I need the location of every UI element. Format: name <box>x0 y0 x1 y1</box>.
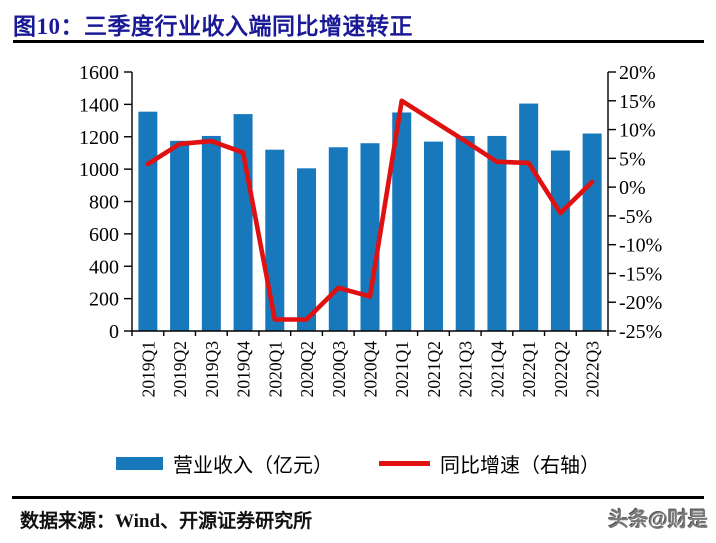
right-axis-label: -20% <box>619 292 662 314</box>
x-axis-label: 2021Q3 <box>456 341 476 398</box>
left-axis-label: 1600 <box>79 62 119 84</box>
revenue-bar <box>582 133 602 331</box>
yoy-growth-line <box>145 98 595 322</box>
footer-divider <box>12 496 704 499</box>
right-axis-label: 5% <box>619 148 646 170</box>
x-axis-label: 2021Q2 <box>424 341 444 397</box>
watermark-text: 头条@财是 <box>608 509 708 531</box>
x-axis-label: 2021Q1 <box>392 341 412 397</box>
left-axis-label: 1000 <box>79 159 119 181</box>
revenue-bar <box>233 114 253 332</box>
legend-item-growth: 同比增速（右轴） <box>379 449 600 478</box>
right-axis-label: 10% <box>619 120 656 142</box>
x-axis-label: 2022Q1 <box>519 341 539 397</box>
title-underline <box>13 40 704 43</box>
revenue-bar <box>297 168 317 331</box>
chart-title: 图10：三季度行业收入端同比增速转正 <box>13 14 413 39</box>
right-axis-label: -25% <box>619 321 662 343</box>
x-axis-label: 2020Q3 <box>329 341 349 398</box>
right-axis-label: -10% <box>619 235 662 257</box>
x-axis-label: 2022Q2 <box>551 341 571 397</box>
growth-line-swatch <box>379 461 430 466</box>
revenue-bar <box>519 103 539 331</box>
x-axis-label: 2019Q3 <box>202 341 222 398</box>
right-axis-label: -5% <box>619 206 652 228</box>
left-axis-label: 800 <box>89 192 119 214</box>
x-axis-label: 2022Q3 <box>583 341 603 398</box>
right-axis-label: 0% <box>619 177 646 199</box>
x-axis-label: 2020Q4 <box>361 341 381 398</box>
data-source-text: 数据来源：Wind、开源证券研究所 <box>20 511 313 532</box>
revenue-bar <box>423 141 443 331</box>
revenue-bar <box>487 135 507 331</box>
revenue-bar <box>328 147 348 331</box>
revenue-bar <box>138 111 158 331</box>
left-axis-label: 0 <box>109 321 119 343</box>
revenue-bar <box>360 143 380 331</box>
revenue-bar <box>170 140 190 331</box>
revenue-bar <box>455 135 475 331</box>
x-axis-label: 2019Q2 <box>170 341 190 397</box>
revenue-bar <box>392 112 412 331</box>
chart-legend: 营业收入（亿元） 同比增速（右轴） <box>0 449 716 478</box>
revenue-growth-chart: 1600 1400 1200 1000 800 600 400 200 0 20% 15% 10% 5%… <box>79 62 662 398</box>
right-axis-label: 20% <box>619 62 656 84</box>
revenue-bar <box>201 135 221 331</box>
left-axis-label: 600 <box>89 224 119 246</box>
left-axis-label: 400 <box>89 256 119 278</box>
x-axis-label: 2020Q2 <box>297 341 317 397</box>
left-axis-label: 1200 <box>79 127 119 149</box>
legend-item-revenue: 营业收入（亿元） <box>116 449 333 478</box>
legend-label-revenue: 营业收入（亿元） <box>173 455 333 477</box>
right-axis-label: -15% <box>619 263 662 285</box>
left-axis-label: 200 <box>89 289 119 311</box>
x-axis-label: 2019Q4 <box>234 341 254 398</box>
revenue-bar <box>265 149 285 331</box>
x-axis-label: 2021Q4 <box>487 341 507 398</box>
x-axis-label: 2019Q1 <box>138 341 158 397</box>
x-axis-label: 2020Q1 <box>265 341 285 397</box>
revenue-bar <box>550 150 570 331</box>
legend-label-growth: 同比增速（右轴） <box>440 455 600 477</box>
right-axis-label: 15% <box>619 91 656 113</box>
revenue-bar-swatch <box>116 457 163 470</box>
left-axis-label: 1400 <box>79 94 119 116</box>
